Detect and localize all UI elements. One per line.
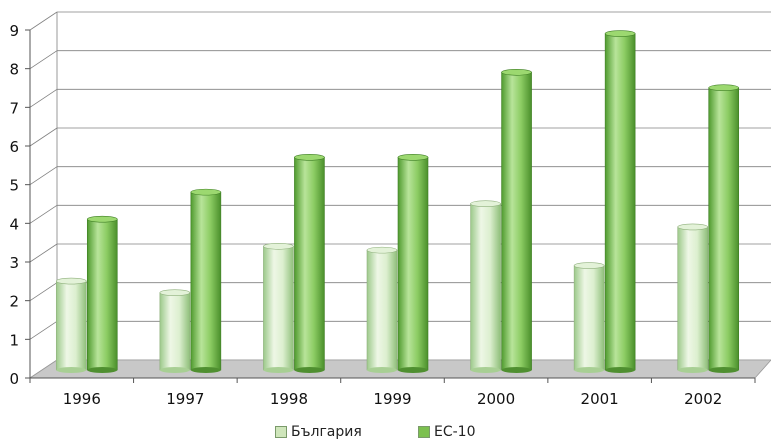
y-tick-label: 8 — [9, 61, 19, 79]
x-tick-labels: 1996 1997 1998 1999 2000 2001 2002 — [63, 390, 723, 408]
legend-item-series-1: България — [275, 424, 362, 440]
bar — [470, 200, 501, 373]
bar-body — [501, 71, 532, 371]
gridline-diagonal — [29, 243, 58, 263]
gridline-diagonal — [29, 50, 58, 69]
bar-top — [263, 242, 294, 250]
y-tick-label: 5 — [9, 177, 19, 195]
bar — [55, 277, 87, 373]
bar-base — [294, 367, 325, 373]
bar — [263, 242, 294, 373]
gridline-diagonal — [29, 205, 58, 224]
bar-top — [86, 215, 118, 223]
bar-body — [86, 218, 118, 371]
y-tick-label: 3 — [9, 254, 19, 272]
gridline-diagonal — [29, 11, 58, 31]
bar — [366, 246, 398, 373]
bar — [397, 154, 429, 373]
bar-body — [604, 33, 636, 371]
bar-base — [677, 367, 708, 373]
bar-top — [366, 246, 398, 254]
bar-base — [190, 367, 221, 373]
bar-base — [367, 367, 397, 373]
bar-base — [87, 367, 118, 373]
legend: България ЕС-10 — [0, 424, 771, 442]
bar-body — [263, 245, 294, 371]
bar-base — [501, 367, 532, 373]
bar-top — [470, 200, 501, 208]
bar-body — [708, 87, 740, 371]
x-tick-label: 2001 — [581, 390, 619, 408]
y-tick-label: 0 — [9, 370, 19, 388]
bar-top — [397, 154, 429, 161]
gridline-diagonal — [29, 321, 58, 340]
bar-top — [573, 262, 605, 269]
y-tick-labels: 0 1 2 3 4 5 6 7 8 9 — [9, 22, 19, 388]
bar — [604, 30, 636, 373]
gridline-diagonal — [29, 127, 58, 147]
y-tick-label: 9 — [9, 22, 19, 40]
bar-body — [397, 157, 429, 371]
legend-item-series-2: ЕС-10 — [418, 424, 476, 440]
bar — [190, 188, 222, 373]
bar-body — [159, 292, 191, 371]
gridline-diagonal — [29, 282, 58, 301]
bar-top — [55, 277, 87, 285]
bar — [159, 289, 191, 373]
y-tick-label: 7 — [9, 99, 19, 117]
bar-body — [55, 280, 87, 371]
bar-top — [294, 154, 325, 161]
x-tick-label: 2000 — [477, 390, 515, 408]
bar — [708, 84, 740, 373]
gridline-diagonal — [29, 166, 58, 185]
bar — [86, 215, 118, 373]
bar-base — [708, 367, 739, 373]
bar-base — [398, 367, 428, 373]
bar-top — [677, 223, 709, 231]
y-tick-label: 2 — [9, 293, 19, 311]
y-tick-label: 4 — [9, 215, 19, 233]
bars — [55, 30, 740, 373]
bar-top — [604, 30, 636, 37]
y-tick-label: 1 — [9, 331, 19, 349]
bar-top — [708, 84, 740, 92]
bar-base — [56, 367, 87, 373]
bar-base — [263, 367, 294, 373]
bar-body — [190, 191, 222, 371]
bar — [294, 154, 325, 373]
bar — [677, 223, 709, 373]
bar — [501, 68, 532, 373]
x-tick-label: 1996 — [63, 390, 101, 408]
legend-swatch-series-1 — [275, 426, 287, 438]
x-tick-label: 1998 — [270, 390, 308, 408]
bar-top — [501, 68, 532, 76]
axes — [25, 29, 756, 383]
bar — [573, 262, 605, 373]
bar-body — [573, 265, 605, 371]
bar-base — [159, 367, 190, 373]
legend-label-series-1: България — [291, 424, 362, 440]
bar-body — [366, 249, 398, 371]
legend-swatch-series-2 — [418, 426, 430, 438]
bar-body — [677, 226, 709, 371]
x-tick-label: 1999 — [373, 390, 411, 408]
bar-base — [470, 367, 501, 373]
legend-label-series-2: ЕС-10 — [434, 424, 476, 440]
x-tick-label: 1997 — [166, 390, 204, 408]
x-tick-label: 2002 — [684, 390, 722, 408]
gridline-diagonal — [29, 89, 58, 108]
bar-top — [159, 289, 191, 296]
bar-base — [574, 367, 605, 373]
bar-base — [605, 367, 636, 373]
y-tick-label: 6 — [9, 138, 19, 156]
bar-body — [470, 203, 501, 371]
bar-body — [294, 157, 325, 371]
bar-top — [190, 188, 222, 196]
